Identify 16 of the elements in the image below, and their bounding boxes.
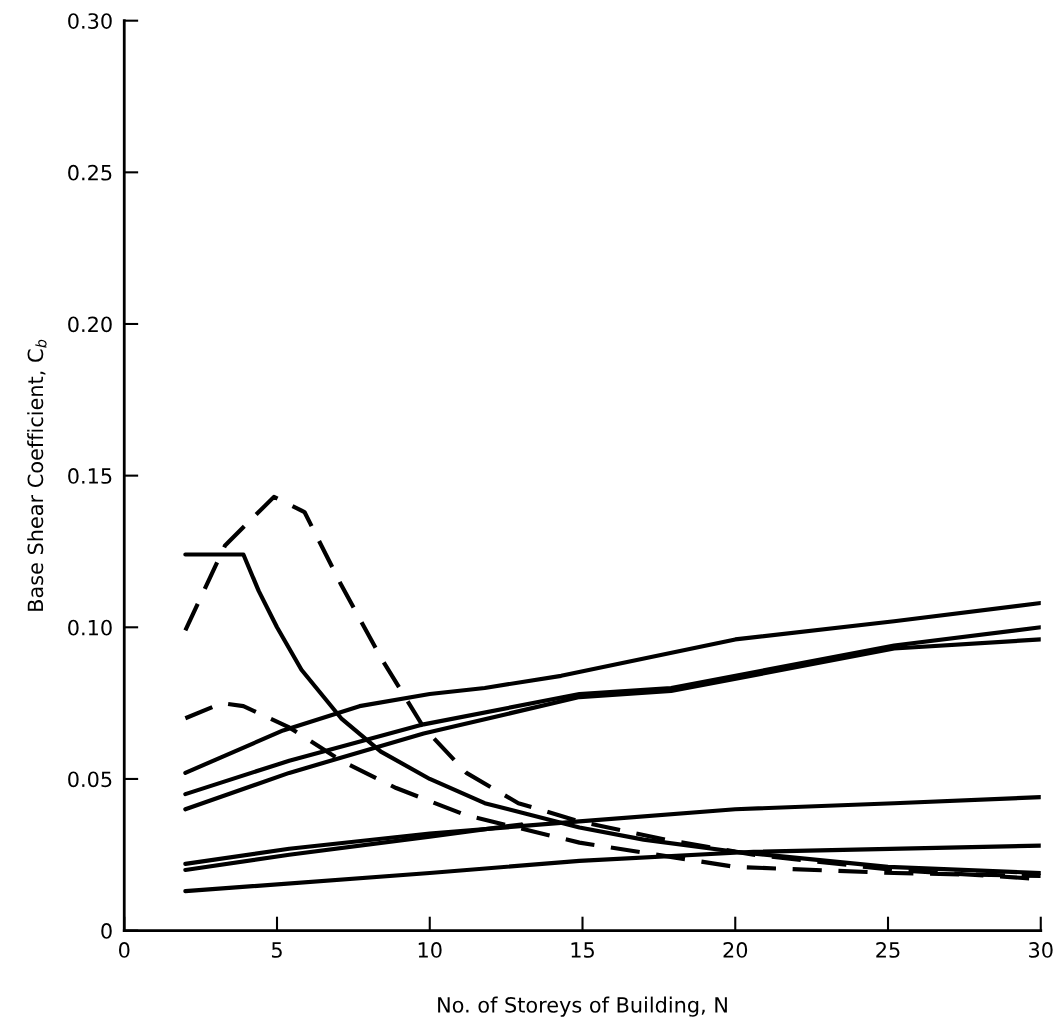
x-tick-label: 30 <box>1029 942 1053 958</box>
y-tick-label: 0 <box>101 923 112 939</box>
y-tick-label: 0.05 <box>68 771 112 788</box>
x-tick-label: 5 <box>271 942 282 958</box>
y-axis-title: Base Shear Coefficient, C$_{b}$ <box>27 339 47 611</box>
x-tick-label: 25 <box>876 942 900 958</box>
y-tick-label: 0.10 <box>68 619 112 636</box>
y-tick-label: 0.15 <box>68 468 112 484</box>
x-tick-label: 0 <box>119 942 130 958</box>
y-tick-label: 0.20 <box>68 316 112 333</box>
x-axis-title: No. of Storeys of Building, N <box>438 996 727 1017</box>
x-tick-label: 15 <box>571 942 594 958</box>
y-tick-label: 0.25 <box>68 164 112 181</box>
x-tick-label: 10 <box>418 942 442 958</box>
y-tick-label: 0.30 <box>68 13 112 29</box>
x-tick-label: 20 <box>723 942 748 958</box>
